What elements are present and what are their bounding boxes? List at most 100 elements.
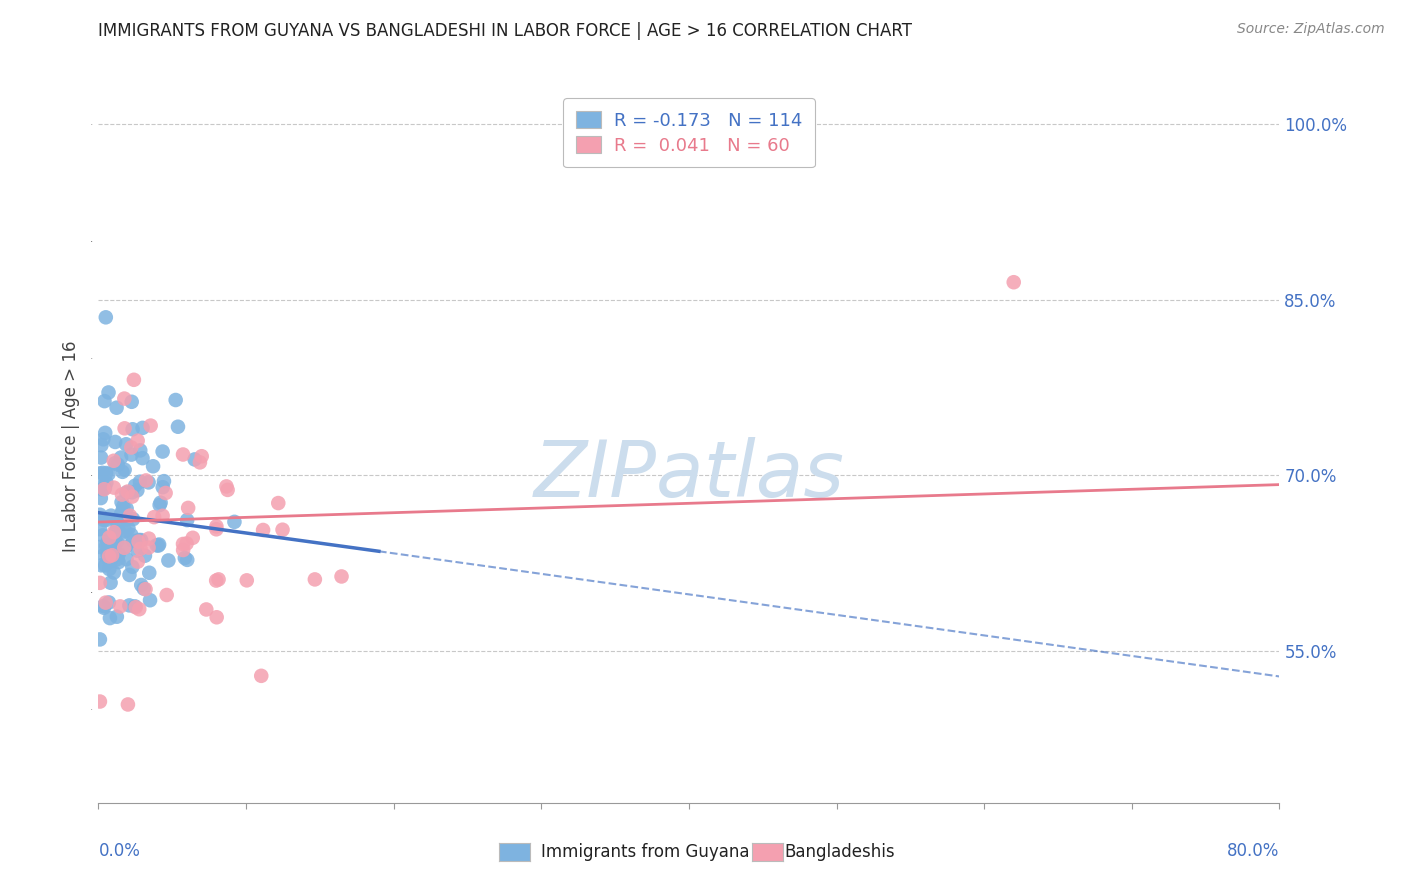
Point <box>93 548 115 562</box>
Point <box>195 602 218 616</box>
Point <box>181 531 204 545</box>
Point <box>152 508 174 523</box>
Point <box>1002 275 1025 289</box>
Point <box>190 449 212 463</box>
Point <box>148 539 170 553</box>
Point <box>114 421 136 435</box>
Point <box>165 392 187 407</box>
Point <box>94 425 117 440</box>
Point <box>89 522 111 536</box>
Point <box>172 448 194 462</box>
Point <box>142 459 165 474</box>
Point <box>112 392 135 406</box>
Point <box>97 539 120 553</box>
Point <box>135 474 157 488</box>
Point <box>110 495 132 509</box>
Point <box>97 467 120 481</box>
Point <box>128 533 150 547</box>
Point <box>98 562 121 576</box>
Point <box>131 451 153 466</box>
Point <box>118 568 141 582</box>
Point <box>236 574 259 588</box>
Point <box>304 573 326 587</box>
Point <box>105 515 128 529</box>
Point <box>90 438 112 452</box>
Point <box>138 532 160 546</box>
Point <box>271 523 294 537</box>
Point <box>100 575 122 590</box>
Point <box>124 478 146 492</box>
Text: ZIPatlas: ZIPatlas <box>533 436 845 513</box>
Point <box>103 566 125 580</box>
Point <box>89 508 111 522</box>
Point <box>93 478 115 492</box>
Point <box>105 535 128 549</box>
Point <box>112 541 135 555</box>
Point <box>90 491 112 505</box>
Point <box>121 485 143 500</box>
Point <box>110 450 132 465</box>
Point <box>152 480 174 494</box>
Point <box>173 551 195 566</box>
Point <box>107 458 129 472</box>
Point <box>143 510 166 524</box>
Point <box>115 552 138 566</box>
Point <box>108 599 131 614</box>
Point <box>330 569 353 583</box>
Point <box>114 540 136 554</box>
Point <box>205 610 228 624</box>
Text: Bangladeshis: Bangladeshis <box>785 843 896 861</box>
Point <box>129 443 152 458</box>
Text: 0.0%: 0.0% <box>98 842 141 860</box>
Point <box>131 421 153 435</box>
Point <box>121 559 143 574</box>
Point <box>94 558 117 573</box>
Point <box>155 486 177 500</box>
Point <box>139 593 162 607</box>
Point <box>122 533 145 548</box>
Point <box>129 475 152 489</box>
Legend: R = -0.173   N = 114, R =  0.041   N = 60: R = -0.173 N = 114, R = 0.041 N = 60 <box>564 98 814 168</box>
Point <box>105 401 128 415</box>
Point <box>96 475 118 490</box>
Point <box>177 500 200 515</box>
Point <box>94 310 117 325</box>
Point <box>104 434 127 449</box>
Point <box>93 394 115 409</box>
Point <box>148 537 170 551</box>
Point <box>94 481 117 495</box>
Point <box>93 600 115 615</box>
Point <box>110 508 132 522</box>
Point <box>129 533 152 547</box>
Point <box>89 694 111 708</box>
Point <box>105 524 128 538</box>
Point <box>118 508 141 523</box>
Point <box>153 474 176 488</box>
Point <box>112 499 135 513</box>
Text: Immigrants from Guyana: Immigrants from Guyana <box>541 843 749 861</box>
Point <box>138 475 160 490</box>
Point <box>127 434 149 448</box>
Point <box>250 669 273 683</box>
Point <box>172 537 194 551</box>
Point <box>107 516 129 531</box>
Point <box>90 558 112 573</box>
Point <box>149 498 172 512</box>
Point <box>267 496 290 510</box>
Point <box>120 528 142 542</box>
Point <box>118 599 141 613</box>
Point <box>98 549 121 564</box>
Point <box>120 441 142 455</box>
Point <box>89 540 111 554</box>
Point <box>100 550 122 565</box>
Point <box>128 602 150 616</box>
Point <box>117 484 139 499</box>
Point <box>98 531 121 545</box>
Point <box>121 394 143 409</box>
Point <box>110 526 132 541</box>
Point <box>103 454 125 468</box>
Point <box>167 419 190 434</box>
Point <box>115 485 138 500</box>
Point <box>97 548 120 562</box>
Point <box>217 483 239 497</box>
